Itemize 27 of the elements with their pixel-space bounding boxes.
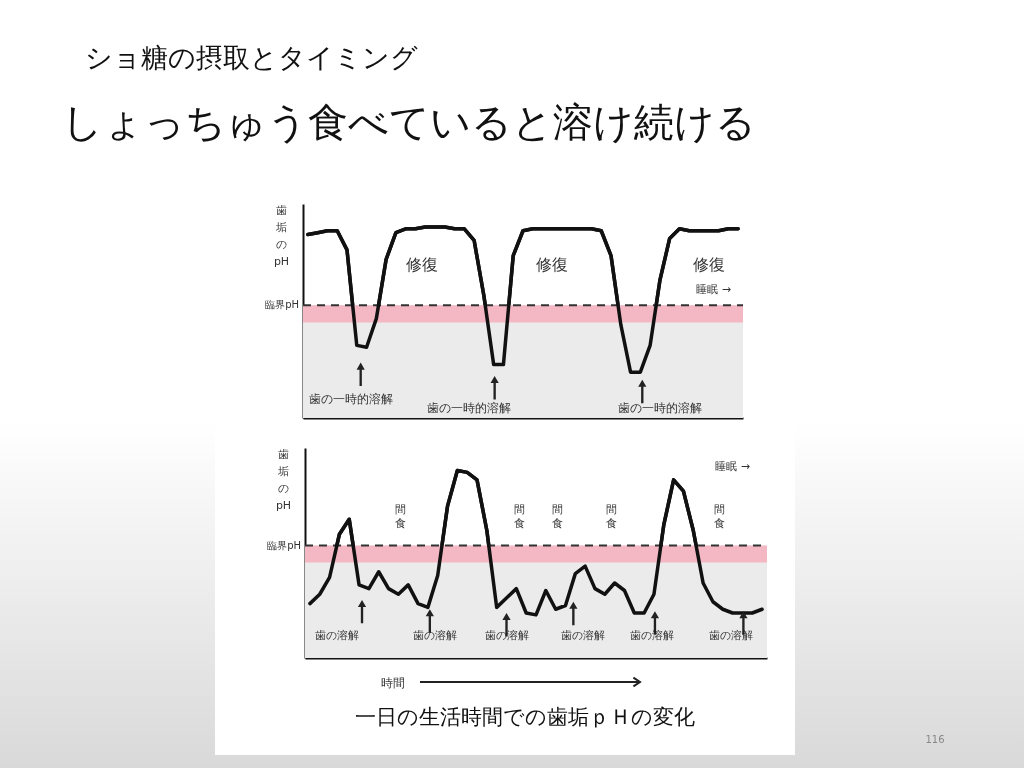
- annotation: 歯の溶解: [315, 628, 360, 642]
- annotation: 歯の溶解: [561, 628, 606, 642]
- annotation: 歯の一時的溶解: [427, 401, 512, 416]
- annotation: 睡眠 →: [715, 459, 750, 473]
- annotation: 間食: [714, 502, 726, 530]
- ref-line-label: 臨界pH: [265, 299, 299, 311]
- annotation: 間食: [552, 502, 564, 530]
- text: 116: [925, 734, 945, 745]
- y-axis-title: 歯垢のpH: [275, 447, 292, 512]
- annotation: 歯の一時的溶解: [617, 401, 702, 416]
- x-axis-title: 時間: [380, 675, 405, 690]
- annotation: 修復: [406, 255, 439, 275]
- annotation: 修復: [692, 255, 725, 275]
- annotation: 睡眠 →: [696, 282, 732, 296]
- annotation: 歯の溶解: [484, 628, 529, 642]
- ref-line-label: 臨界pH: [267, 539, 301, 551]
- annotation: 間食: [606, 502, 618, 530]
- chart-title: ショ糖の摂取とタイミング: [85, 41, 418, 75]
- annotation: 間食: [513, 502, 525, 530]
- annotation: 歯の溶解: [629, 628, 674, 642]
- annotation: 間食: [394, 502, 406, 530]
- y-axis-title: 歯垢のpH: [273, 203, 290, 268]
- annotation: 歯の一時的溶解: [308, 391, 393, 406]
- annotation: 歯の溶解: [412, 628, 457, 642]
- annotation: 修復: [536, 255, 569, 275]
- text: 一日の生活時間での歯垢ｐＨの変化: [355, 705, 695, 729]
- chart-subtitle: しょっちゅう食べていると溶け続ける: [62, 98, 756, 147]
